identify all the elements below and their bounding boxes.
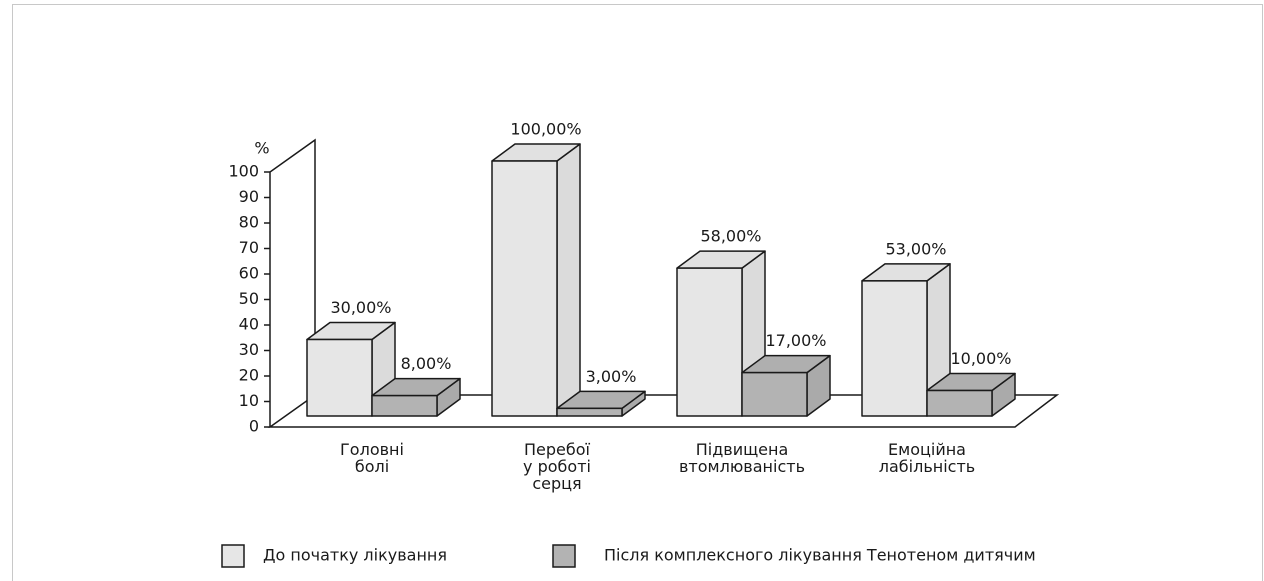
- bar: [306, 338, 373, 417]
- value-label: 3,00%: [586, 367, 637, 386]
- y-tick-label: 0: [249, 417, 259, 436]
- value-label: 30,00%: [330, 298, 391, 317]
- value-label: 17,00%: [765, 331, 826, 350]
- y-tick-label: 100: [228, 162, 259, 181]
- x-tick-label: Головні болі: [340, 440, 404, 476]
- legend-swatch: [221, 544, 245, 568]
- y-tick-label: 40: [239, 315, 259, 334]
- x-tick-label: Емоційна лабільність: [878, 440, 976, 476]
- legend-label: До початку лікування: [263, 546, 447, 565]
- bar: [491, 160, 558, 417]
- legend-swatch: [552, 544, 576, 568]
- y-tick-label: 20: [239, 366, 259, 385]
- y-tick-label: 30: [239, 340, 259, 359]
- bar: [741, 371, 808, 417]
- y-tick-label: 10: [239, 391, 259, 410]
- value-label: 8,00%: [401, 354, 452, 373]
- bar: [926, 389, 993, 417]
- value-label: 100,00%: [510, 120, 581, 139]
- y-tick-label: 60: [239, 264, 259, 283]
- x-tick-label: Перебої у роботі серця: [523, 440, 591, 493]
- bar: [861, 280, 928, 417]
- y-tick-label: 90: [239, 187, 259, 206]
- y-tick-label: 70: [239, 238, 259, 257]
- value-label: 10,00%: [950, 349, 1011, 368]
- y-axis-label: %: [254, 139, 269, 158]
- legend-label: Після комплексного лікування Тенотеном д…: [604, 546, 1036, 565]
- bar: [556, 407, 623, 417]
- frame: [12, 4, 1263, 581]
- value-label: 53,00%: [885, 239, 946, 258]
- y-tick-label: 80: [239, 213, 259, 232]
- bar: [676, 267, 743, 417]
- y-tick-label: 50: [239, 289, 259, 308]
- bar-side: [556, 143, 581, 417]
- x-tick-label: Підвищена втомлюваність: [679, 440, 805, 476]
- bar: [371, 394, 438, 417]
- value-label: 58,00%: [700, 227, 761, 246]
